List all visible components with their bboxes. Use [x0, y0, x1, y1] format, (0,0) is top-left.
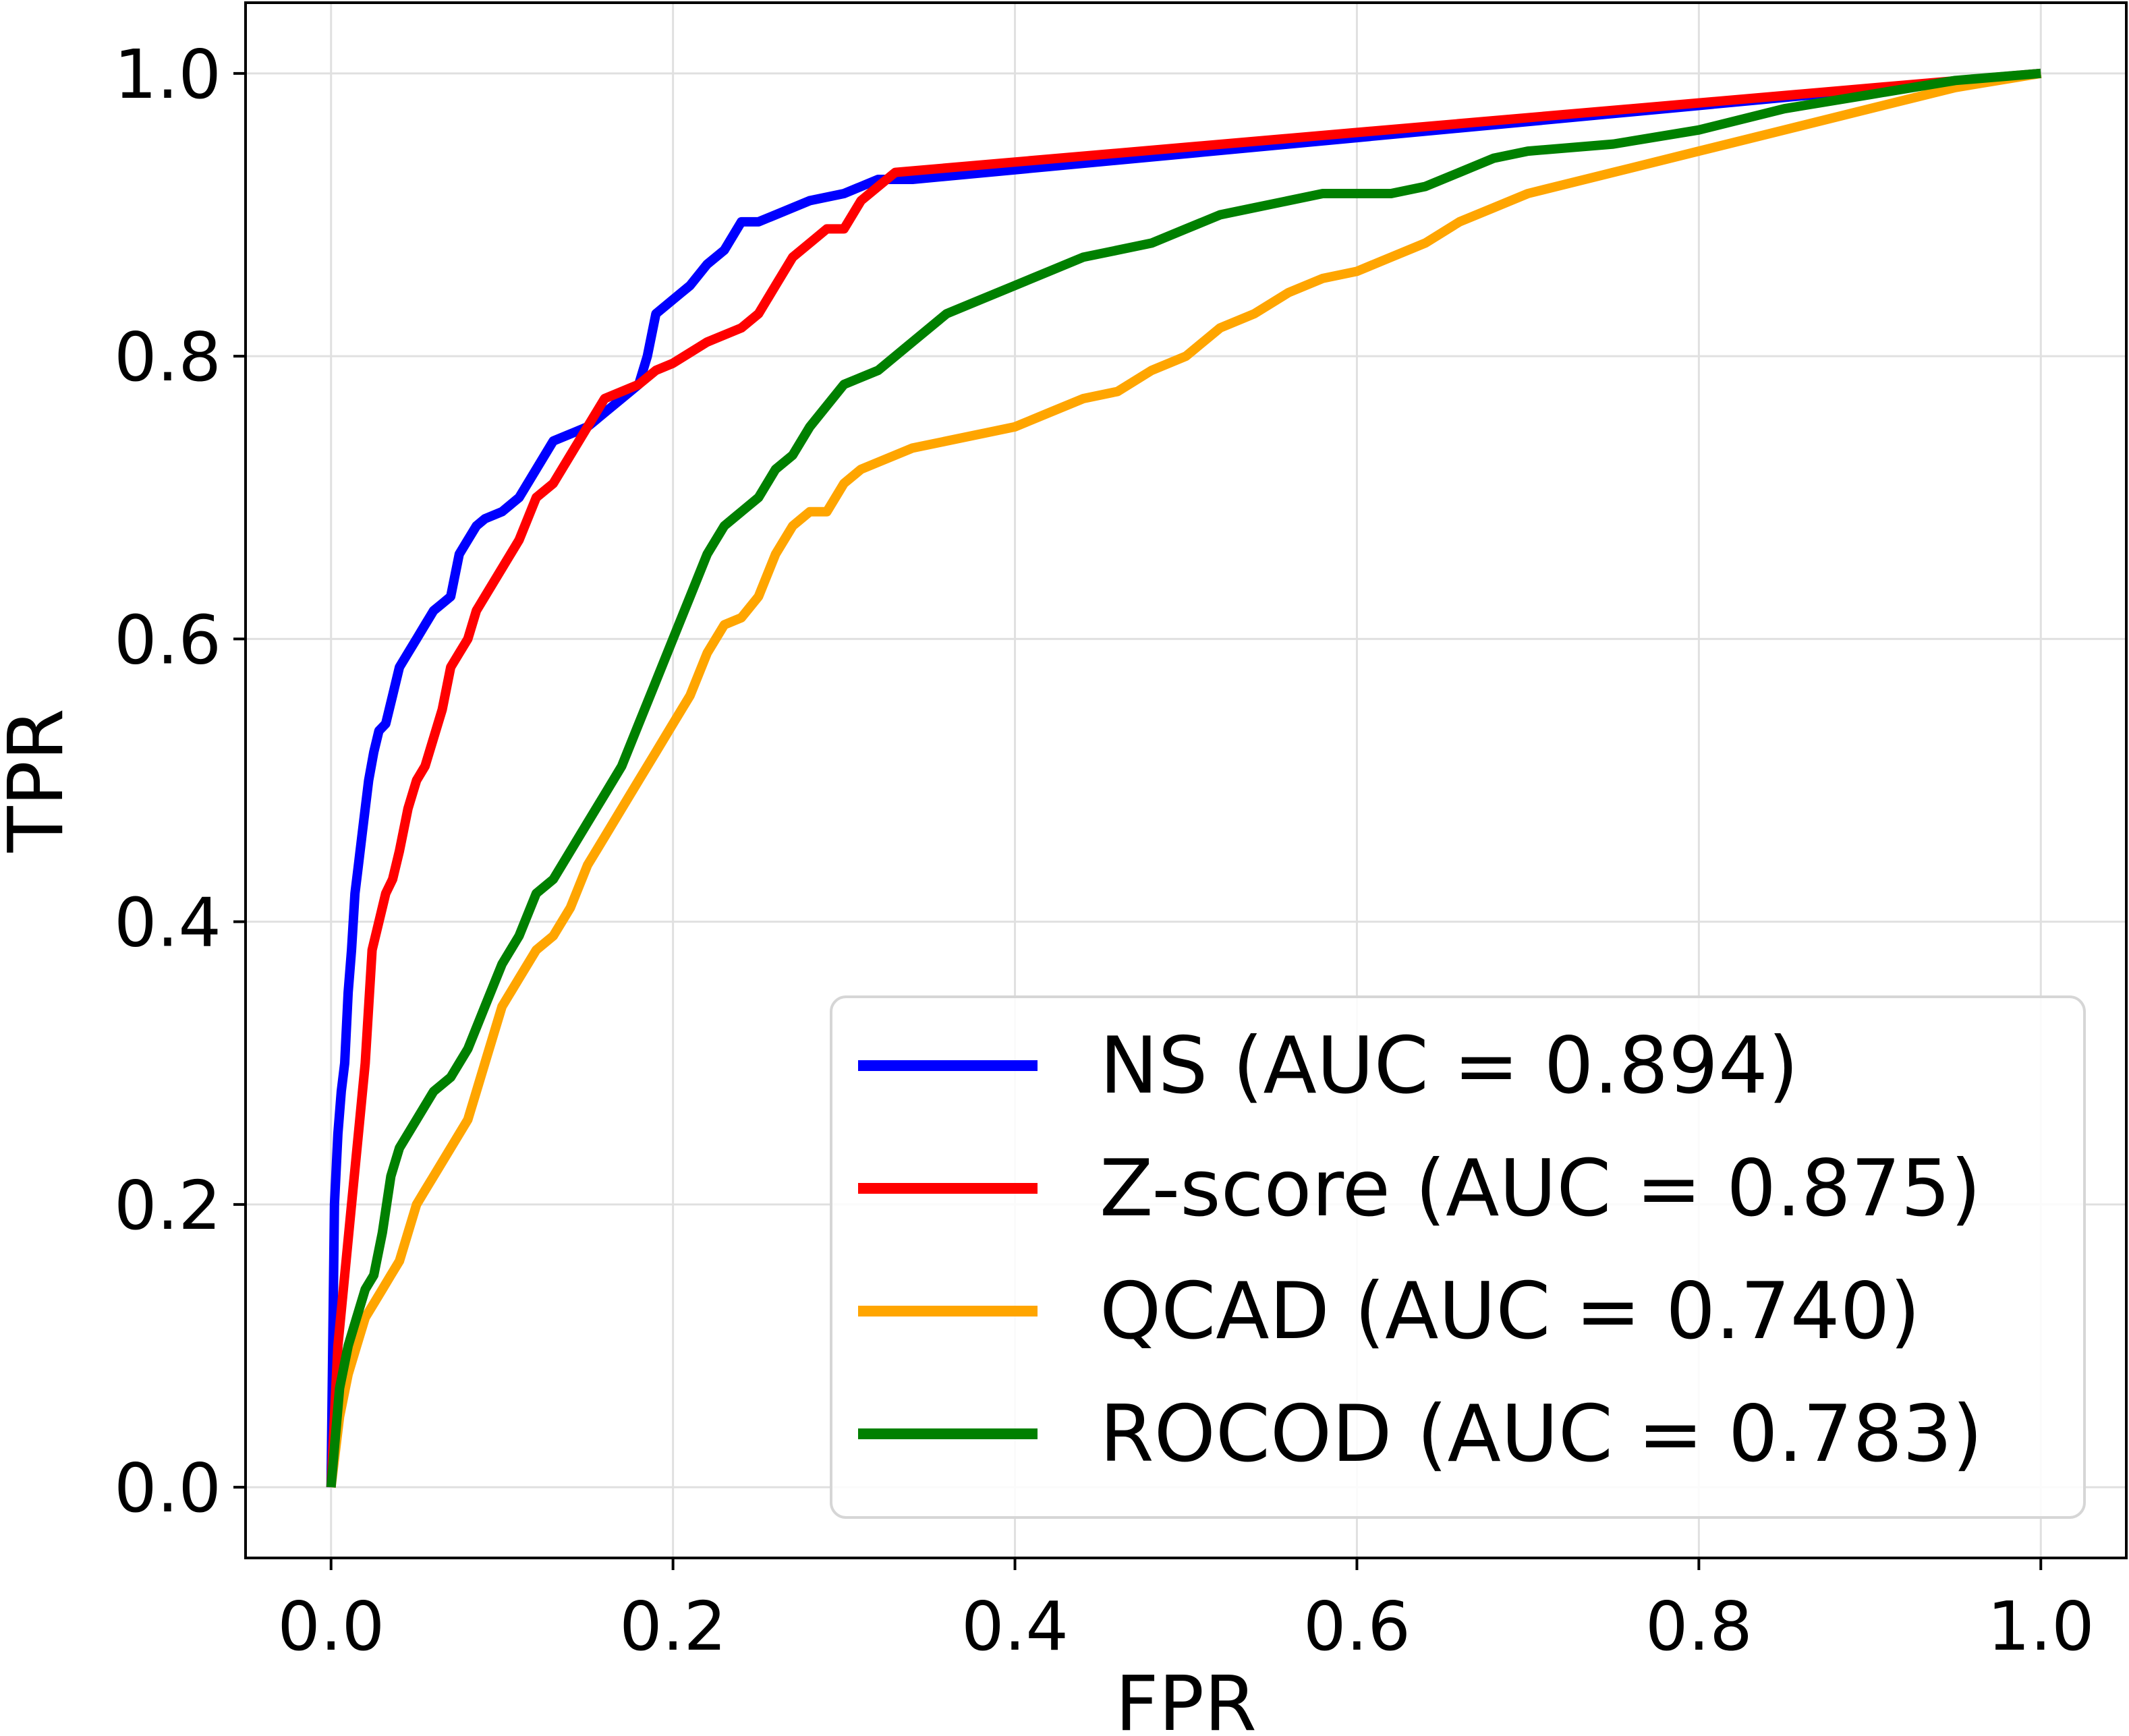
x-tick-label: 0.4 [961, 1587, 1069, 1666]
series-line-3 [326, 68, 2042, 1488]
grid [246, 3, 2126, 1558]
y-tick-label: 0.0 [114, 1449, 221, 1528]
y-tick-label: 1.0 [114, 35, 221, 114]
legend-box [830, 995, 2086, 1519]
legend-label-4: ROCOD (AUC = 0.783) [1100, 1389, 1983, 1480]
legend-label-1: NS (AUC = 0.894) [1100, 1020, 1798, 1111]
series-line-1 [326, 68, 2041, 1488]
x-tick-label: 0.0 [277, 1587, 385, 1666]
series-line-4 [326, 68, 2041, 1488]
legend-label-3: QCAD (AUC = 0.740) [1100, 1266, 1921, 1357]
series-line-2 [326, 68, 2041, 1488]
x-tick-label: 0.2 [619, 1587, 727, 1666]
series-lines [326, 68, 2042, 1488]
legend-label-2: Z-score (AUC = 0.875) [1100, 1143, 1981, 1234]
x-tick-label: 0.8 [1645, 1587, 1753, 1666]
x-tick-label: 1.0 [1987, 1587, 2095, 1666]
y-tick-label: 0.8 [114, 318, 221, 397]
axis-ticks: 0.0 0.2 0.4 0.6 0.8 1.0 0.0 0.2 0.4 0.6 0.8 1.0 [114, 35, 2095, 1666]
plot-frame [244, 1, 2128, 1559]
y-tick-label: 0.2 [114, 1166, 221, 1245]
y-tick-label: 0.4 [114, 884, 221, 962]
y-tick-label: 0.6 [114, 600, 221, 679]
y-axis-label: TPR [0, 708, 80, 853]
legend: NS (AUC = 0.894) Z-score (AUC = 0.875) QCA… [830, 995, 2086, 1519]
x-tick-label: 0.6 [1303, 1587, 1411, 1666]
x-axis-label: FPR [1115, 1660, 1257, 1736]
